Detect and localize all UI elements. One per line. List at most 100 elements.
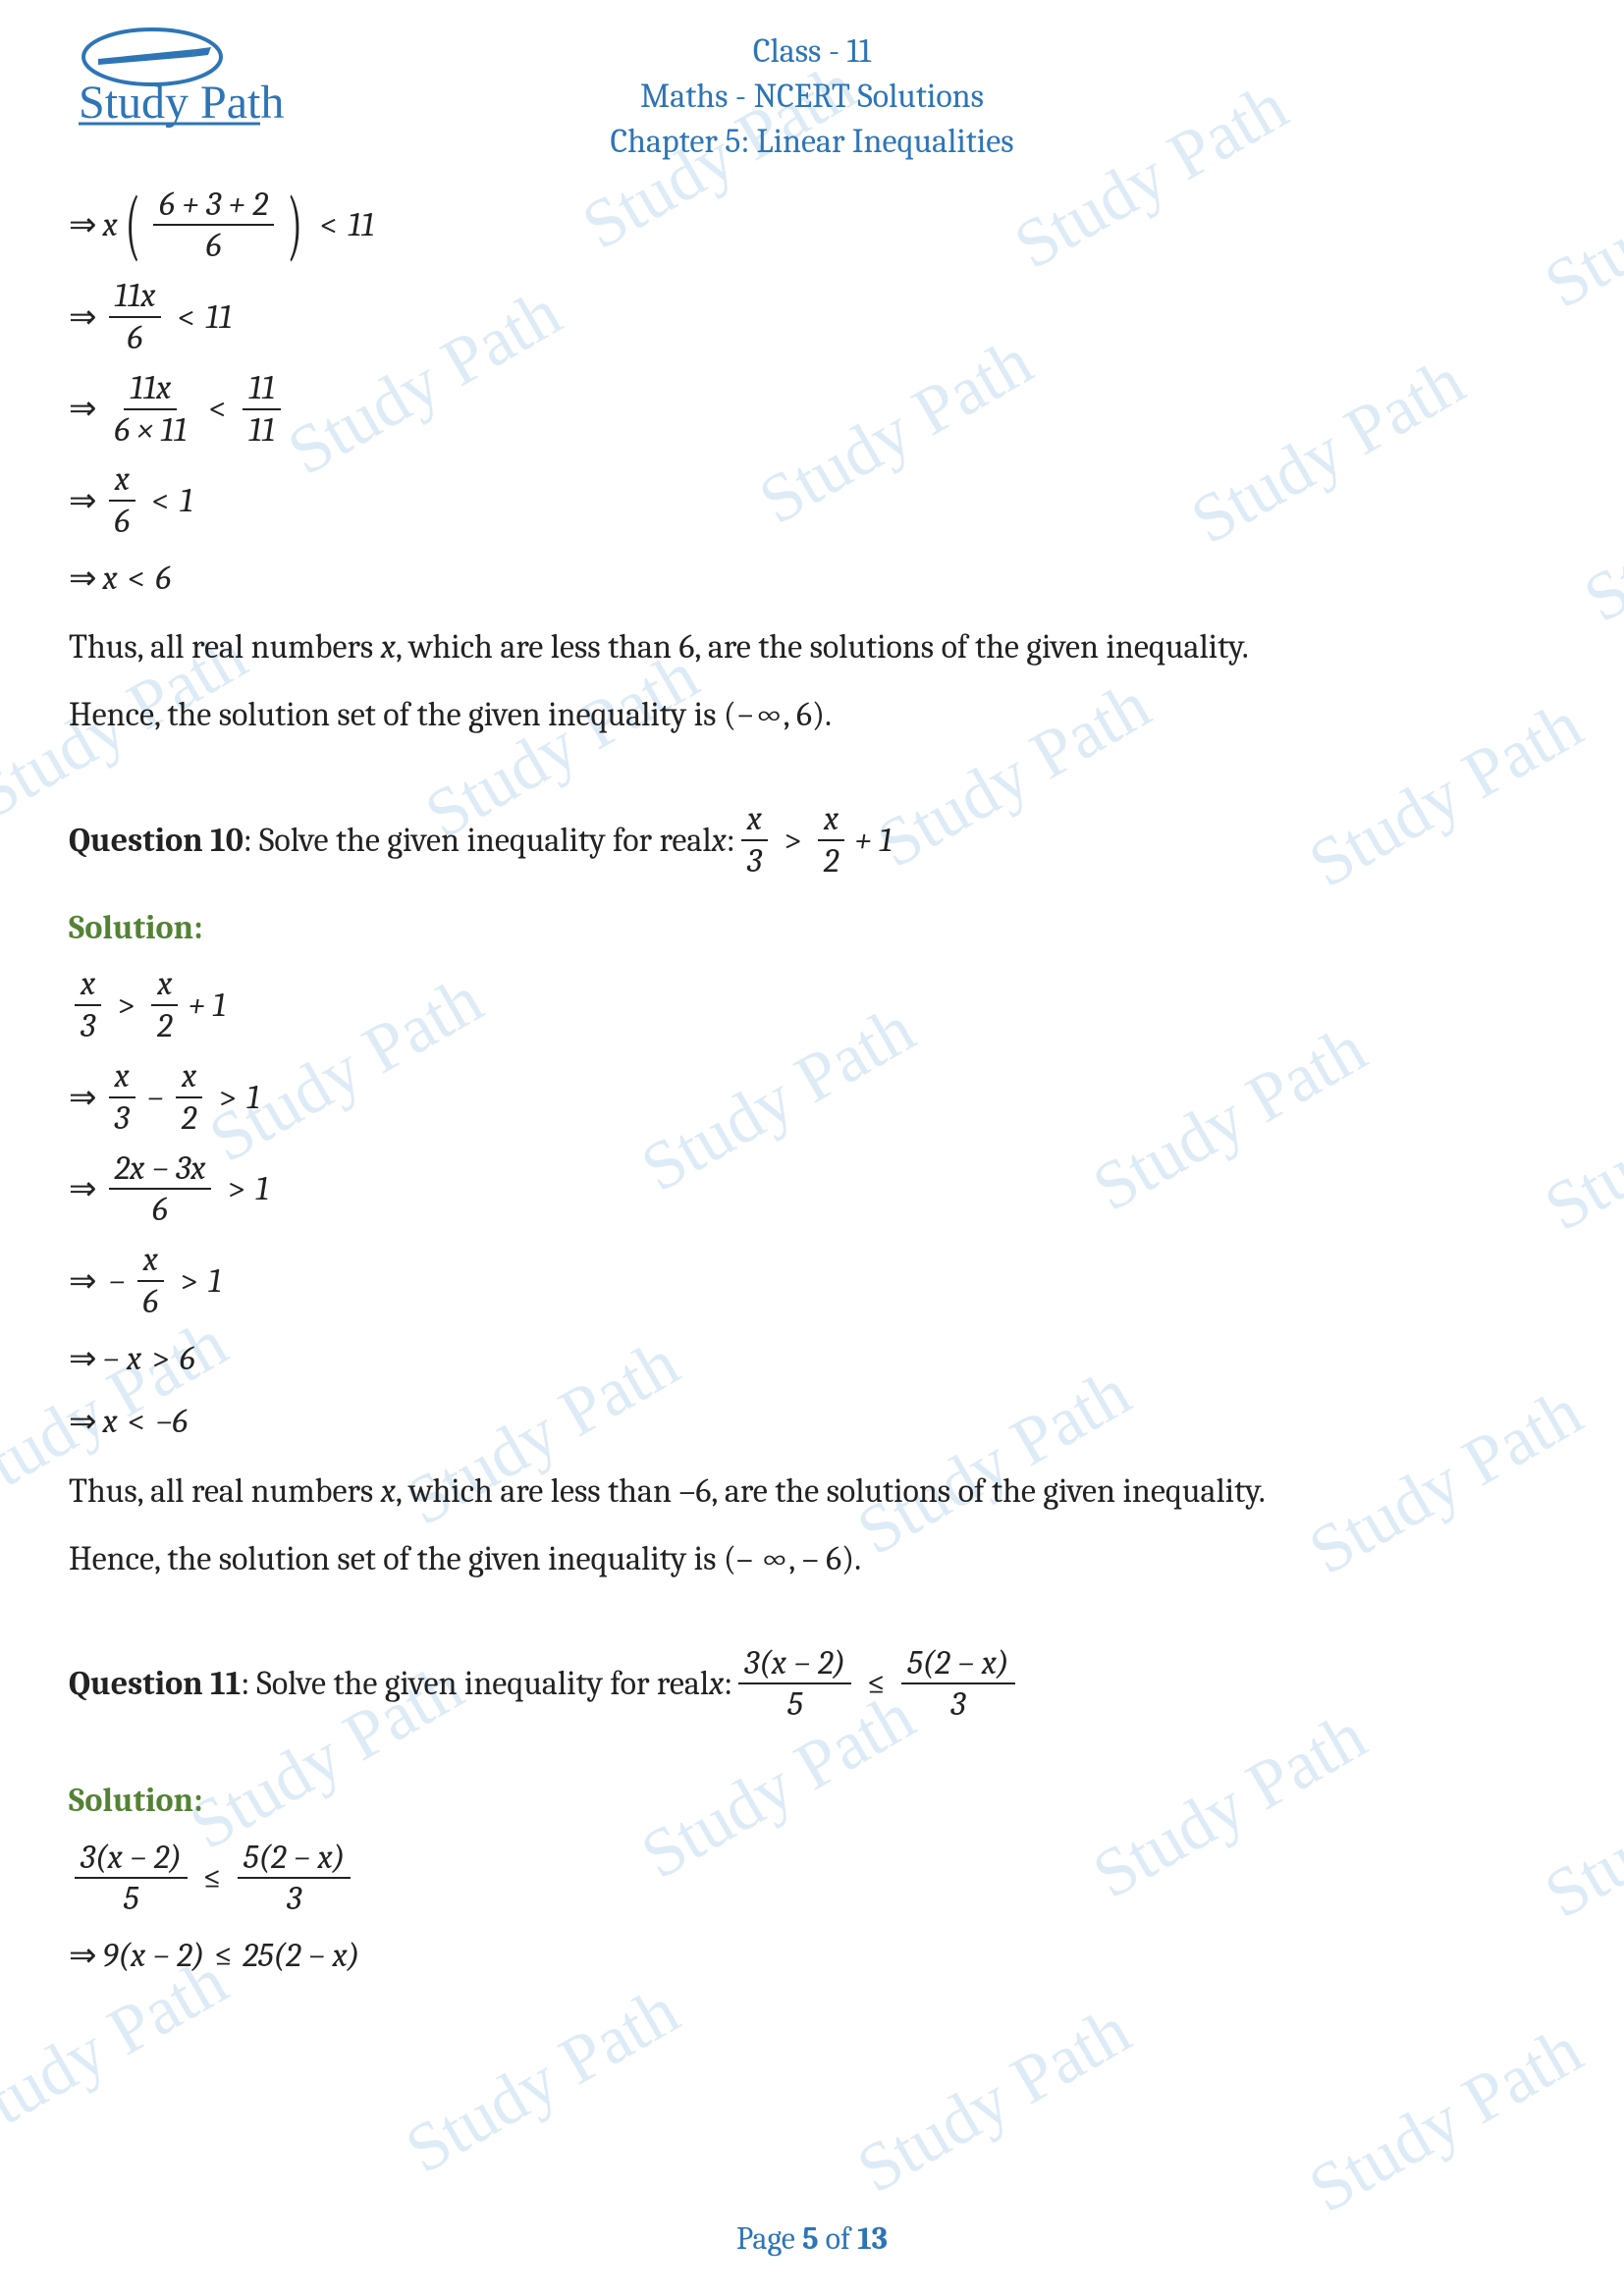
- denominator: 3: [281, 1879, 307, 1919]
- lhs: 9(x − 2): [103, 1929, 205, 1982]
- numerator: 5(2 − x): [238, 1838, 352, 1880]
- denominator: 2: [176, 1098, 203, 1139]
- header-subject: Maths - NCERT Solutions: [69, 75, 1555, 120]
- numerator: x: [818, 799, 844, 841]
- numerator: 11x: [109, 276, 162, 318]
- q10-conclusion1: Thus, all real numbers x, which are less…: [69, 1467, 1555, 1517]
- denominator: 3: [75, 1006, 101, 1046]
- numerator: x: [137, 1240, 164, 1282]
- solution-label: Solution:: [69, 901, 1555, 954]
- text: :: [724, 1657, 732, 1710]
- question-label: Question 10: [69, 814, 244, 867]
- q10-step6: ⇒ x < −6: [69, 1395, 1555, 1448]
- q10-step4: ⇒ − x 6 > 1: [69, 1240, 1555, 1322]
- footer-mid: of: [819, 2220, 857, 2257]
- text: , which are less than 6, are the solutio…: [396, 627, 1249, 667]
- gt-op: >: [218, 1071, 237, 1124]
- numerator: x: [109, 1056, 135, 1098]
- rhs: 25(2 − x): [243, 1929, 359, 1982]
- svg-text:Study Path: Study Path: [79, 77, 284, 129]
- denominator: 6 × 11: [109, 410, 193, 451]
- question-10: Question 10 : Solve the given inequality…: [69, 799, 1555, 881]
- lhs: x: [103, 1395, 118, 1448]
- q10-step1: x 3 > x 2 + 1: [69, 964, 1555, 1046]
- content-body: ⇒ x ( 6 + 3 + 2 6 ) < 11 ⇒ 11x 6 < 11 ⇒ …: [69, 185, 1555, 1983]
- denominator: 5: [118, 1879, 144, 1919]
- numerator: 3(x − 2): [75, 1838, 188, 1880]
- q9-conclusion2: Hence, the solution set of the given ine…: [69, 690, 1555, 740]
- numerator: x: [176, 1056, 202, 1098]
- q9-step2: ⇒ 11x 6 < 11: [69, 276, 1555, 358]
- denominator: 6: [122, 318, 149, 358]
- denominator: 11: [243, 410, 281, 451]
- header-chapter: Chapter 5: Linear Inequalities: [69, 120, 1555, 165]
- numerator: 5(2 − x): [901, 1643, 1015, 1685]
- page-current: 5: [802, 2220, 819, 2257]
- page-total: 13: [857, 2220, 888, 2257]
- q10-step3: ⇒ 2x − 3x 6 > 1: [69, 1148, 1555, 1231]
- denominator: 3: [945, 1684, 971, 1725]
- numerator: 3(x − 2): [738, 1643, 851, 1685]
- var-x: x: [381, 627, 396, 667]
- denominator: 2: [151, 1006, 179, 1046]
- text: : Solve the given inequality for real: [244, 814, 712, 867]
- gt-op: >: [151, 1332, 170, 1385]
- q9-step5: ⇒ x < 6: [69, 552, 1555, 605]
- var-x: x: [103, 198, 118, 251]
- q9-step4: ⇒ x 6 < 1: [69, 459, 1555, 542]
- text: : Solve the given inequality for real: [241, 1657, 709, 1710]
- rhs: −6: [156, 1395, 189, 1448]
- gt-op: >: [180, 1255, 198, 1308]
- denominator: 6: [200, 226, 228, 266]
- lt-op: <: [208, 382, 227, 435]
- q10-conclusion2: Hence, the solution set of the given ine…: [69, 1534, 1555, 1584]
- rhs: 6: [180, 1332, 195, 1385]
- denominator: 6: [137, 1282, 165, 1322]
- lt-op: <: [128, 552, 146, 605]
- numerator: 6 + 3 + 2: [153, 185, 274, 227]
- lt-op: <: [128, 1395, 146, 1448]
- solution-label: Solution:: [69, 1774, 1555, 1827]
- gt-op: >: [227, 1162, 245, 1215]
- text: Thus, all real numbers: [69, 627, 381, 667]
- question-label: Question 11: [69, 1657, 241, 1710]
- q10-step2: ⇒ x 3 − x 2 > 1: [69, 1056, 1555, 1139]
- rhs: 11: [205, 291, 232, 344]
- var-x: x: [381, 1471, 396, 1511]
- gt-op: >: [784, 814, 802, 867]
- header-class: Class - 11: [69, 29, 1555, 75]
- neg: −: [109, 1255, 126, 1308]
- numerator: x: [75, 964, 101, 1006]
- le-op: ≤: [867, 1657, 886, 1710]
- rhs: 1: [246, 1071, 259, 1124]
- numerator: x: [741, 799, 768, 841]
- denominator: 5: [782, 1684, 808, 1725]
- lhs: x: [103, 552, 118, 605]
- denominator: 3: [109, 1098, 135, 1139]
- le-op: ≤: [214, 1929, 233, 1982]
- denominator: 6: [146, 1190, 174, 1230]
- q9-step1: ⇒ x ( 6 + 3 + 2 6 ) < 11: [69, 185, 1555, 267]
- gt-op: >: [117, 979, 135, 1032]
- lhs: − x: [103, 1332, 142, 1385]
- numerator: 11x: [124, 368, 177, 410]
- text: , which are less than –6, are the soluti…: [396, 1471, 1266, 1511]
- lt-op: <: [177, 291, 195, 344]
- q9-step3: ⇒ 11x 6 × 11 < 11 11: [69, 368, 1555, 451]
- minus: −: [147, 1071, 164, 1124]
- numerator: 11: [243, 368, 281, 410]
- lt-op: <: [151, 474, 170, 527]
- text: :: [727, 814, 735, 867]
- lt-op: <: [320, 198, 339, 251]
- rhs: 1: [208, 1255, 221, 1308]
- logo: Study Path: [69, 20, 285, 141]
- page-footer: Page 5 of 13: [0, 2220, 1624, 2257]
- denominator: 6: [109, 502, 136, 542]
- page-header: Study Path Class - 11 Maths - NCERT Solu…: [69, 29, 1555, 165]
- footer-pre: Page: [736, 2220, 802, 2257]
- tail: + 1: [189, 979, 226, 1032]
- tail: + 1: [854, 814, 892, 867]
- rhs: 1: [180, 474, 192, 527]
- q11-step1: 3(x − 2) 5 ≤ 5(2 − x) 3: [69, 1838, 1555, 1920]
- var-x: x: [712, 814, 727, 867]
